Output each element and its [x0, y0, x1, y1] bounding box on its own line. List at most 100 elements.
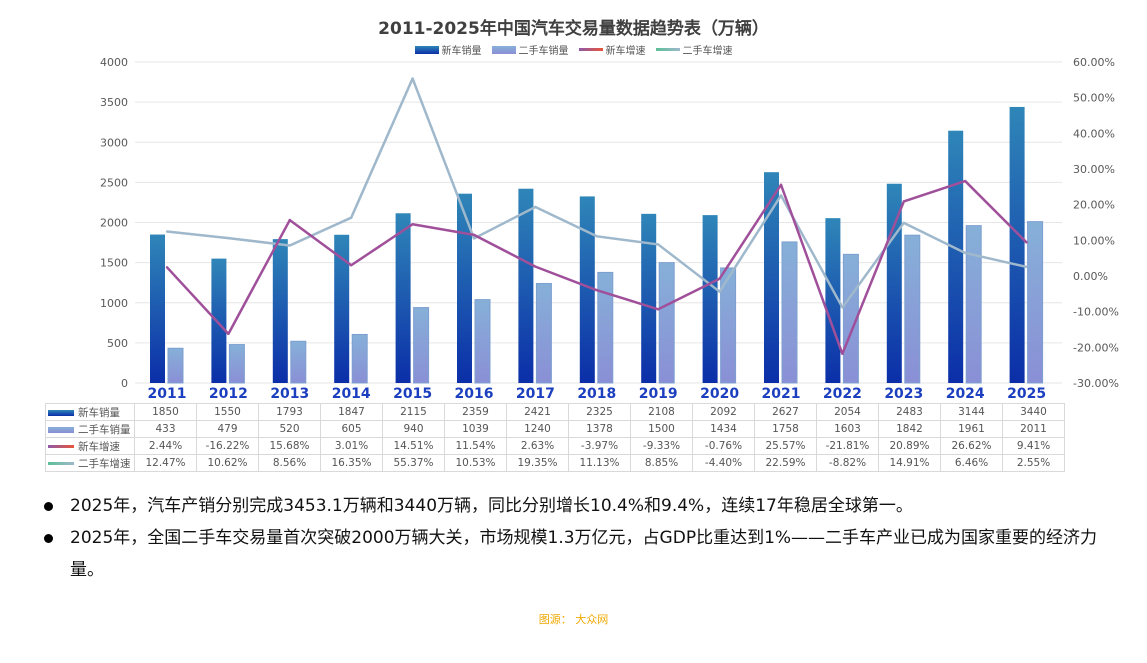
line-used-car-growth-point	[902, 221, 905, 225]
line-new-car-growth-point	[288, 218, 291, 222]
legend-label: 二手车销量	[518, 46, 569, 57]
x-tick-label: 2019	[639, 386, 678, 400]
table-cell: 19.35%	[506, 454, 569, 472]
bar-used-car-2024	[965, 225, 982, 384]
table-cell: 2.55%	[1002, 454, 1065, 472]
table-cell: 20.89%	[878, 437, 941, 455]
line-new-car-growth-point	[227, 332, 230, 336]
table-cell: 940	[382, 420, 445, 438]
table-row: 二手车增速 12.47% 10.62% 8.56% 16.35% 55.37% 10.53%…	[45, 454, 1065, 472]
bar-used-car-2015	[413, 307, 430, 384]
table-cell: 1603	[816, 420, 879, 438]
line-new-car-growth-point	[1025, 241, 1028, 244]
bar-new-car-2015	[395, 213, 411, 383]
table-cell: 1847	[320, 403, 383, 421]
bar-used-car-2013	[290, 340, 307, 384]
table-cell: 520	[258, 420, 321, 438]
line-new-car-growth-point	[350, 264, 353, 267]
y-tick-label: 1000	[100, 297, 128, 310]
y-tick-label: 4000	[100, 56, 128, 69]
table-cell: 2115	[382, 403, 445, 421]
bar-new-car-2012	[211, 258, 227, 383]
y2-tick-label: -10.00%	[1073, 306, 1119, 319]
line-new-car-growth-point	[657, 308, 660, 311]
bar-used-car-2025	[1027, 221, 1044, 384]
bar-used-car-2018	[597, 271, 614, 384]
table-cell: 2483	[878, 403, 941, 421]
table-cell: 2.63%	[506, 437, 569, 455]
y2-tick-label: 0.00%	[1073, 270, 1108, 283]
line-used-car-growth-point	[841, 306, 844, 309]
table-cell: 3.01%	[320, 437, 383, 455]
bar-new-car-2018	[579, 196, 595, 383]
line-new-car-growth-point	[779, 183, 783, 187]
table-cell: 1961	[940, 420, 1003, 438]
table-cell: 1240	[506, 420, 569, 438]
table-cell: 1378	[568, 420, 631, 438]
x-tick-label: 2013	[270, 386, 309, 400]
x-tick-label: 2017	[516, 386, 555, 400]
table-cell: 2108	[630, 403, 693, 421]
x-tick-label: 2011	[148, 386, 187, 400]
bar-new-car-2016	[457, 193, 472, 383]
table-cell: -21.81%	[816, 437, 879, 455]
line-used-car-growth-point	[964, 251, 967, 255]
chart-title: 2011-2025年中国汽车交易量数据趋势表（万辆）	[378, 19, 769, 39]
table-cell: 1850	[134, 403, 197, 421]
x-tick-label: 2021	[762, 386, 801, 400]
table-cell: -9.33%	[630, 437, 693, 455]
y-tick-label: 1500	[100, 257, 128, 270]
bar-new-car-2011	[150, 234, 165, 383]
table-cell: -3.97%	[568, 437, 631, 455]
legend-item: 新车增速	[578, 42, 646, 57]
y-tick-label: 2500	[100, 176, 128, 189]
y-tick-label: 2000	[100, 217, 128, 230]
table-cell: 12.47%	[134, 454, 197, 472]
line-new-car-growth-point	[718, 277, 721, 280]
line-used-car-growth-point	[595, 235, 598, 238]
bullet-1: 2025年，汽车产销分别完成3453.1万辆和3440万辆，同比分别增长10.4…	[44, 490, 1114, 522]
table-cell: 1758	[754, 420, 817, 438]
y2-tick-label: 30.00%	[1073, 163, 1115, 176]
line-used-car-growth-point	[657, 243, 660, 246]
x-tick-label: 2024	[946, 386, 985, 400]
x-tick-label: 2025	[1007, 386, 1046, 400]
table-cell: 10.62%	[196, 454, 259, 472]
line-new-car-growth-point	[595, 288, 598, 292]
legend-swatch	[578, 48, 603, 51]
y-tick-label: 500	[107, 337, 128, 350]
legend-swatch	[491, 45, 516, 54]
legend-label: 二手车增速	[682, 46, 733, 57]
bar-used-car-2023	[904, 234, 921, 384]
table-cell: 25.57%	[754, 437, 817, 455]
table-cell: 3144	[940, 403, 1003, 421]
table-cell: 14.91%	[878, 454, 941, 472]
bar-used-car-2012	[228, 344, 245, 384]
bullet-2: 2025年，全国二手车交易量首次突破2000万辆大关，市场规模1.3万亿元，占G…	[44, 522, 1114, 586]
line-used-car-growth-point	[472, 237, 476, 240]
bullet-dot	[44, 534, 53, 543]
x-tick-label: 2023	[884, 386, 923, 400]
bar-used-car-2021	[781, 241, 798, 384]
table-cell: 10.53%	[444, 454, 507, 472]
table-cell: 11.13%	[568, 454, 631, 472]
legend-item: 二手车销量	[491, 42, 569, 57]
x-tick-label: 2018	[577, 386, 616, 400]
y-tick-label: 3000	[100, 136, 128, 149]
line-used-car-growth-point	[165, 230, 169, 233]
bar-used-car-2016	[474, 299, 491, 384]
legend-swatch	[655, 48, 680, 51]
table-cell: 2359	[444, 403, 507, 421]
table-cell: 433	[134, 420, 197, 438]
bullet-text: 2025年，汽车产销分别完成3453.1万辆和3440万辆，同比分别增长10.4…	[70, 496, 913, 516]
bar-new-car-2014	[334, 234, 350, 383]
legend-label: 新车销量	[441, 46, 482, 57]
line-new-car-growth-point	[902, 200, 905, 203]
row-header: 二手车增速	[45, 454, 135, 472]
line-used-car-growth-point	[718, 290, 721, 293]
line-used-car-growth-point	[1025, 265, 1028, 269]
bar-new-car-2022	[825, 218, 841, 383]
bar-used-car-2017	[535, 282, 552, 384]
table-cell: 605	[320, 420, 383, 438]
